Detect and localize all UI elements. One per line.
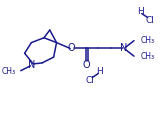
Text: O: O bbox=[67, 43, 75, 53]
Text: CH₃: CH₃ bbox=[141, 52, 155, 61]
Text: N: N bbox=[28, 60, 35, 70]
Text: O: O bbox=[83, 60, 90, 70]
Text: N: N bbox=[120, 43, 127, 53]
Text: Cl: Cl bbox=[145, 16, 154, 25]
Text: Cl: Cl bbox=[86, 76, 95, 85]
Text: CH₃: CH₃ bbox=[2, 67, 16, 76]
Text: CH₃: CH₃ bbox=[141, 36, 155, 45]
Text: H: H bbox=[137, 7, 144, 16]
Text: H: H bbox=[96, 67, 102, 76]
